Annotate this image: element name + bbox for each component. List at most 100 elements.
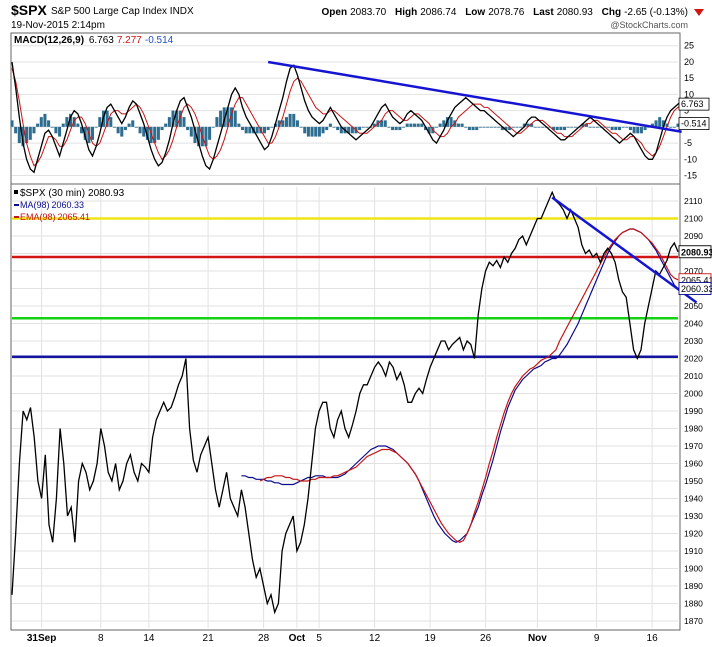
low-value: 2078.76 <box>488 7 525 18</box>
last-value: 2080.93 <box>557 7 594 18</box>
price-y-tick: 2090 <box>684 231 703 241</box>
macd-y-tick: -15 <box>684 171 697 181</box>
macd-hist-bar <box>636 126 640 134</box>
macd-hist-bar <box>566 126 570 128</box>
macd-hist-bar <box>266 126 270 131</box>
macd-hist-bar <box>361 126 365 128</box>
macd-hist-bar <box>592 126 596 128</box>
macd-hist-bar <box>87 126 91 144</box>
macd-hist-bar <box>643 126 647 131</box>
macd-hist-bar <box>58 126 62 137</box>
price-y-tick: 1880 <box>684 599 703 609</box>
macd-hist-bar <box>248 126 252 134</box>
macd-hist-bar <box>391 126 395 131</box>
macd-hist-bar <box>394 126 398 131</box>
macd-hist-bar <box>127 123 131 127</box>
price-last-label-box <box>678 245 712 259</box>
macd-hist-bar <box>434 126 439 128</box>
macd-hist-bar <box>98 117 102 127</box>
macd-hist-bar <box>584 123 589 127</box>
price-y-tick: 1990 <box>684 406 703 416</box>
macd-hist-bar <box>156 126 160 140</box>
macd-hist-bar <box>17 126 21 144</box>
macd-hist-bar <box>380 120 384 127</box>
macd-hist-bar <box>208 126 212 140</box>
macd-legend-v3: -0.514 <box>145 35 174 46</box>
price-last-label: 2060.33 <box>681 284 712 294</box>
ma-legend-item: MA(98) 2060.33 <box>20 200 84 210</box>
macd-y-tick: 15 <box>684 73 694 83</box>
macd-y-tick: -10 <box>684 154 697 164</box>
macd-hist-bar <box>533 126 537 128</box>
ohlc-summary: Open 2083.70 High 2086.74 Low 2078.76 Last 2… <box>322 7 688 18</box>
macd-hist-bar <box>237 123 241 127</box>
price-last-label: 2065.41 <box>681 275 712 285</box>
macd-y-tick: 10 <box>684 89 694 99</box>
macd-hist-bar <box>416 123 420 127</box>
macd-hist-bar <box>402 126 406 128</box>
macd-hist-bar <box>526 123 530 127</box>
macd-hist-bar <box>387 126 391 128</box>
price-line <box>11 190 679 615</box>
macd-hist-bar <box>299 126 303 128</box>
macd-hist-bar <box>606 126 610 128</box>
macd-last-labels: 6.763 -0.514 <box>678 97 710 130</box>
macd-hist-bar <box>178 110 182 127</box>
open-label: Open <box>322 7 348 18</box>
chg-label: Chg <box>602 7 621 18</box>
macd-hist-bar <box>504 126 508 131</box>
macd-hist-bar <box>336 126 340 131</box>
macd-hist-bar <box>515 126 519 128</box>
x-tick-label: 28 <box>258 633 270 644</box>
macd-hist-bar <box>25 126 29 144</box>
chart-date: 19-Nov-2015 2:14pm <box>11 20 105 31</box>
macd-hist-bar <box>277 120 281 127</box>
macd-hist-bar <box>467 126 471 131</box>
ma-legend-value: 2060.33 <box>52 200 85 210</box>
macd-hist-bar <box>69 113 73 127</box>
ema-legend-item: EMA(98) 2065.41 <box>20 212 90 222</box>
x-tick-label: 31Sep <box>27 633 56 644</box>
price-y-axis: 2110210020902080207020602050204020302020… <box>684 196 703 626</box>
x-tick-label: 19 <box>425 633 437 644</box>
macd-hist-bar <box>614 126 618 131</box>
macd-hist-bar <box>519 126 523 128</box>
macd-hist-bar <box>36 123 40 127</box>
ema-legend-label: EMA(98) <box>20 212 56 222</box>
macd-hist-bar <box>588 126 592 128</box>
macd-y-tick: 20 <box>684 57 694 67</box>
price-gridlines <box>12 187 678 628</box>
macd-hist-bar <box>563 126 567 131</box>
x-tick-label: 8 <box>98 633 104 644</box>
price-y-tick: 1900 <box>684 564 703 574</box>
macd-y-tick: -5 <box>684 138 692 148</box>
x-tick-label: 5 <box>316 633 322 644</box>
macd-hist-bar <box>189 126 193 137</box>
macd-hist-bar <box>574 126 578 128</box>
macd-hist-bar <box>80 126 84 134</box>
macd-hist-bar <box>555 126 559 131</box>
macd-hist-bar <box>537 126 541 128</box>
ma98-line <box>241 228 679 543</box>
macd-hist-bar <box>244 126 248 134</box>
macd-hist-bar <box>332 126 336 128</box>
macd-last-label-box <box>678 117 710 130</box>
macd-hist-bar <box>460 123 464 127</box>
macd-hist-bar <box>497 126 501 128</box>
macd-hist-bar <box>541 126 545 128</box>
macd-hist-bar <box>219 110 223 127</box>
macd-hist-bar <box>339 126 343 134</box>
x-tick-label: 9 <box>594 633 600 644</box>
macd-hist-bar <box>83 126 87 140</box>
macd-hist-bar <box>230 107 234 127</box>
macd-hist-bar <box>628 126 632 131</box>
ema-legend-value: 2065.41 <box>58 212 91 222</box>
price-y-tick: 1970 <box>684 441 703 451</box>
macd-hist-bar <box>186 126 190 131</box>
macd-hist-bar <box>295 120 299 127</box>
macd-hist-bar <box>109 117 113 127</box>
macd-y-tick: 5 <box>684 106 689 116</box>
price-y-tick: 1940 <box>684 494 703 504</box>
macd-hist-bar <box>595 126 600 128</box>
